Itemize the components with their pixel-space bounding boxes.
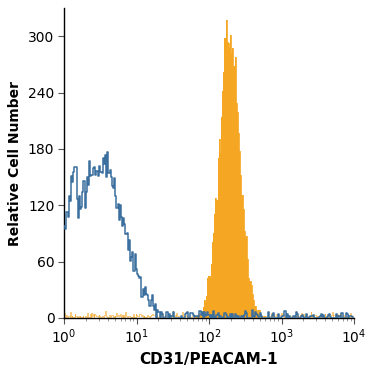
Y-axis label: Relative Cell Number: Relative Cell Number [8,81,22,246]
X-axis label: CD31/PEACAM-1: CD31/PEACAM-1 [140,352,278,367]
